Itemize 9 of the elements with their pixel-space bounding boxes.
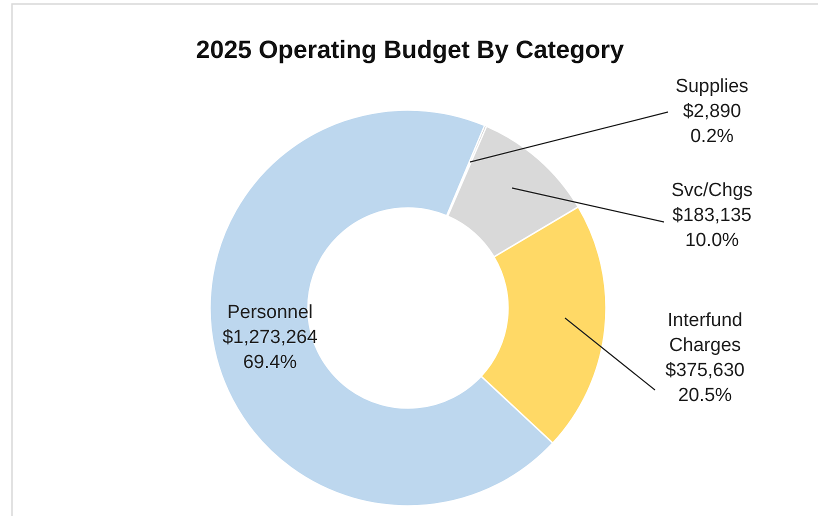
data-label: $183,135 10.0% xyxy=(672,205,752,251)
data-label: $1,273,264 69.4% xyxy=(222,327,318,373)
data-label: $2,890 0.2% xyxy=(682,101,742,147)
slice-label: Supplies xyxy=(676,76,748,97)
slice-label: Interfund Charges xyxy=(668,310,742,356)
slice-label: Personnel xyxy=(227,302,313,323)
data-label: $375,630 20.5% xyxy=(665,360,745,406)
slice-label: Svc/Chgs xyxy=(671,180,753,201)
chart-title: 2025 Operating Budget By Category xyxy=(196,36,624,64)
